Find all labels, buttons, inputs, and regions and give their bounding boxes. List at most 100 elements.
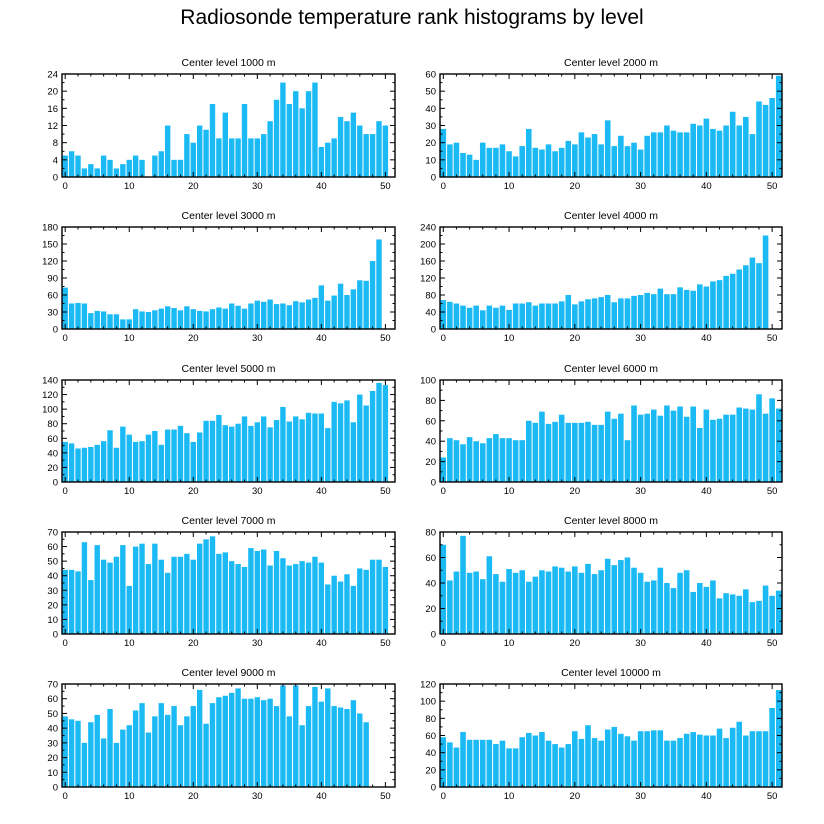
x-tick-label: 10	[124, 333, 135, 344]
bar	[100, 155, 107, 177]
y-tick-label: 0	[431, 325, 436, 336]
bar	[190, 441, 196, 482]
bar	[107, 562, 113, 634]
bar	[280, 82, 286, 177]
bar	[558, 747, 565, 787]
bar	[196, 125, 203, 177]
bar	[591, 738, 598, 787]
bar	[325, 584, 331, 634]
y-tick-label: 160	[420, 257, 436, 268]
bar	[286, 104, 293, 177]
bar	[107, 159, 113, 177]
bar	[254, 550, 261, 634]
y-tick-label: 0	[53, 630, 58, 641]
bar	[177, 159, 184, 177]
bar	[762, 104, 769, 177]
bar	[126, 434, 132, 482]
y-tick-label: 90	[47, 274, 58, 285]
bar	[473, 441, 479, 482]
bar	[565, 295, 572, 329]
bar	[158, 308, 164, 329]
bar	[670, 740, 677, 787]
panel-title: Center level 10000 m	[561, 667, 661, 679]
bar	[107, 314, 113, 329]
panel-3: Center level 3000 m 0 10 20 30 40 50 0 30 60 90 120…	[42, 210, 396, 344]
bar	[305, 91, 312, 177]
bar	[729, 111, 736, 177]
y-tick-label: 10	[47, 615, 58, 626]
y-tick-label: 40	[425, 104, 436, 115]
panel-title: Center level 4000 m	[564, 210, 658, 222]
y-tick-label: 100	[420, 697, 436, 708]
bar	[312, 686, 318, 787]
bar	[670, 588, 677, 634]
bar	[440, 128, 447, 177]
x-tick-label: 0	[63, 486, 68, 497]
bar	[62, 716, 68, 787]
x-tick-label: 40	[316, 486, 327, 497]
bar	[683, 733, 690, 787]
y-tick-label: 20	[425, 604, 436, 615]
bar	[299, 302, 305, 329]
bar	[280, 406, 286, 482]
bar	[618, 733, 624, 787]
bar	[756, 731, 762, 787]
x-tick-label: 40	[701, 638, 712, 649]
bar	[545, 423, 552, 482]
bar	[690, 290, 696, 329]
x-tick-label: 10	[124, 791, 135, 802]
bar	[337, 283, 344, 329]
bar	[703, 586, 710, 634]
bar	[229, 426, 235, 482]
bar	[558, 414, 565, 482]
bar	[710, 580, 716, 634]
bar	[357, 125, 363, 177]
bar	[120, 545, 126, 634]
bar	[369, 261, 376, 329]
bar	[762, 235, 769, 329]
bar	[618, 413, 624, 482]
bar	[710, 281, 716, 329]
y-tick-label: 40	[425, 437, 436, 448]
bar	[235, 423, 241, 482]
bar	[657, 288, 664, 330]
bar	[460, 444, 466, 482]
bar	[145, 434, 152, 482]
bar	[618, 560, 624, 634]
x-tick-label: 30	[635, 638, 646, 649]
bar	[75, 720, 81, 787]
x-tick-label: 0	[441, 791, 446, 802]
bar	[447, 438, 453, 482]
bar	[267, 121, 273, 177]
x-tick-label: 40	[316, 181, 327, 192]
bar	[312, 82, 318, 177]
bar	[363, 569, 369, 634]
bar	[139, 543, 145, 634]
bar	[177, 310, 184, 329]
x-tick-label: 20	[570, 791, 581, 802]
x-tick-label: 30	[252, 486, 263, 497]
y-tick-label: 80	[425, 714, 436, 725]
panel-title: Center level 8000 m	[564, 515, 658, 527]
bar	[440, 457, 447, 482]
bar	[318, 413, 325, 482]
bar	[222, 552, 228, 634]
bar	[357, 394, 363, 482]
bar	[618, 298, 624, 329]
panel-title: Center level 5000 m	[182, 363, 276, 375]
y-tick-label: 60	[425, 553, 436, 564]
bar	[716, 280, 723, 330]
bar	[644, 413, 650, 482]
bar	[756, 101, 762, 177]
bar	[152, 543, 158, 634]
bar	[100, 559, 107, 634]
bar	[591, 298, 598, 329]
bar	[337, 581, 344, 634]
x-tick-label: 50	[380, 791, 391, 802]
bar	[209, 104, 216, 177]
y-tick-label: 20	[425, 457, 436, 468]
y-tick-label: 120	[42, 390, 58, 401]
x-tick-label: 30	[635, 181, 646, 192]
bar	[552, 421, 558, 482]
x-tick-label: 20	[188, 181, 199, 192]
